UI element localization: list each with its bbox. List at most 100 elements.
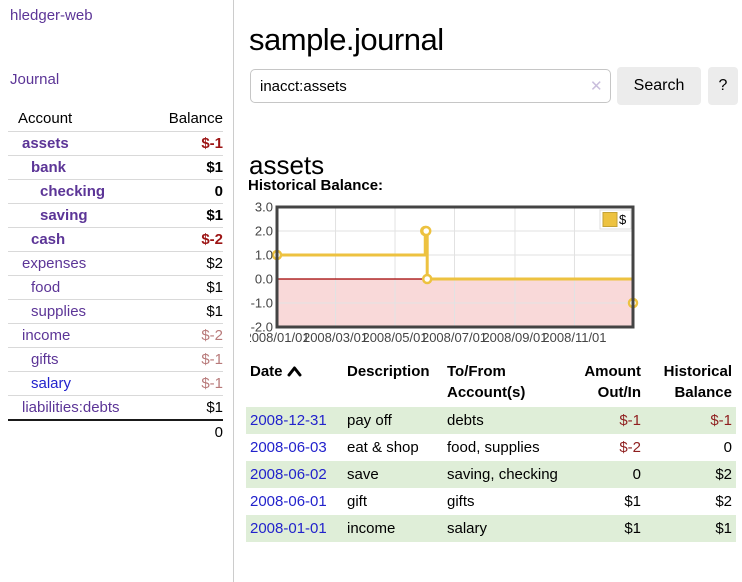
svg-text:1.0: 1.0 [255, 248, 273, 263]
account-link[interactable]: saving [40, 207, 88, 224]
account-link[interactable]: salary [31, 375, 72, 392]
account-row: cash $-2 [8, 227, 223, 252]
account-row: assets $-1 [8, 132, 223, 156]
account-link[interactable]: assets [22, 135, 69, 152]
svg-text:2008/09/01: 2008/09/01 [482, 330, 547, 345]
transaction-date-link[interactable]: 2008-06-01 [250, 493, 327, 510]
account-balance: $1 [152, 275, 223, 300]
help-button[interactable]: ? [708, 67, 738, 105]
transaction-amount: $1 [624, 520, 641, 537]
transaction-date-link[interactable]: 2008-12-31 [250, 412, 327, 429]
account-row: supplies $1 [8, 299, 223, 324]
transaction-description: save [347, 466, 379, 483]
transaction-balance: $1 [715, 520, 732, 537]
register-row: 2008-06-03 eat & shop food, supplies $-2 0 [246, 434, 736, 461]
register-header-description: Description [347, 363, 430, 380]
svg-text:-1.0: -1.0 [251, 296, 273, 311]
account-balance: $2 [152, 251, 223, 276]
transaction-amount: $1 [624, 493, 641, 510]
transaction-balance: $2 [715, 493, 732, 510]
transaction-accounts: debts [447, 412, 484, 429]
register-row: 2008-06-02 save saving, checking 0 $2 [246, 461, 736, 488]
transaction-description: pay off [347, 412, 392, 429]
accounts-total-row: 0 [8, 419, 223, 444]
account-row: expenses $2 [8, 251, 223, 276]
account-link[interactable]: income [22, 327, 71, 344]
transaction-date-link[interactable]: 2008-06-03 [250, 439, 327, 456]
accounts-table: Account Balance assets $-1 bank $1 checking 0… [8, 108, 223, 444]
transaction-accounts: food, supplies [447, 439, 540, 456]
sidebar: hledger-web Journal Account Balance asse… [0, 0, 234, 582]
transaction-amount: $-1 [619, 412, 641, 429]
chart-legend: $ [599, 209, 632, 230]
register-header-date[interactable]: Date [246, 360, 347, 407]
transaction-accounts: saving, checking [447, 466, 558, 483]
transaction-date-link[interactable]: 2008-01-01 [250, 520, 327, 537]
account-balance: $1 [152, 203, 223, 228]
svg-text:$: $ [619, 212, 627, 227]
page-title: sample.journal [249, 21, 444, 57]
register-row: 2008-01-01 income salary $1 $1 [246, 515, 736, 542]
accounts-header-balance: Balance [152, 108, 223, 132]
account-link[interactable]: food [31, 279, 61, 296]
account-link[interactable]: checking [40, 183, 106, 200]
account-row: bank $1 [8, 155, 223, 180]
register-row: 2008-12-31 pay off debts $-1 $-1 [246, 407, 736, 434]
account-balance: $-1 [152, 371, 223, 396]
account-balance: $-1 [152, 347, 223, 372]
account-row: liabilities:debts $1 [8, 395, 223, 420]
transaction-amount: 0 [632, 466, 641, 483]
chevron-up-icon [287, 366, 302, 377]
transaction-amount: $-2 [619, 439, 641, 456]
account-balance: $1 [152, 299, 223, 324]
register-header-row: Date Description To/From Account(s) Amoun… [246, 360, 736, 407]
svg-text:2008/05/01: 2008/05/01 [362, 330, 427, 345]
account-row: salary $-1 [8, 371, 223, 396]
account-row: food $1 [8, 275, 223, 300]
transaction-date-link[interactable]: 2008-06-02 [250, 466, 327, 483]
accounts-total-value: 0 [152, 419, 223, 444]
account-link[interactable]: bank [31, 159, 67, 176]
register-header-accounts: To/From Account(s) [447, 363, 526, 401]
app-title-link[interactable]: hledger-web [10, 7, 93, 24]
account-balance: $-1 [201, 135, 223, 152]
transaction-description: eat & shop [347, 439, 419, 456]
svg-text:2008/11/01: 2008/11/01 [542, 330, 606, 345]
svg-text:3.0: 3.0 [255, 200, 273, 215]
transaction-accounts: salary [447, 520, 488, 537]
svg-text:0.0: 0.0 [255, 272, 273, 287]
register-row: 2008-06-01 gift gifts $1 $2 [246, 488, 736, 515]
legend-swatch-icon [602, 212, 618, 227]
historical-balance-chart: $3.0 2.0 1.0 0.0 -1.0 -2.02008/01/012008/03/0… [250, 200, 639, 345]
account-balance: $1 [152, 155, 223, 180]
account-balance: 0 [152, 179, 223, 204]
search-input[interactable] [250, 69, 611, 103]
account-row: gifts $-1 [8, 347, 223, 372]
account-link[interactable]: expenses [22, 255, 87, 272]
account-balance: $1 [152, 395, 223, 420]
transaction-description: gift [347, 493, 368, 510]
search-button[interactable]: Search [617, 67, 701, 105]
chart-label: Historical Balance: [248, 177, 384, 194]
account-link[interactable]: cash [31, 231, 66, 248]
clear-search-icon[interactable]: ✕ [590, 78, 603, 95]
register-header-amount: Amount Out/In [584, 363, 641, 401]
transaction-balance: 0 [723, 439, 732, 456]
transaction-description: income [347, 520, 396, 537]
transaction-accounts: gifts [447, 493, 475, 510]
svg-text:2008/01/01: 2008/01/01 [250, 330, 310, 345]
account-link[interactable]: supplies [31, 303, 87, 320]
sidebar-item-journal[interactable]: Journal [10, 71, 60, 88]
register-header-historical: Historical Balance [663, 363, 732, 401]
account-heading: assets [249, 149, 325, 180]
register-table: Date Description To/From Account(s) Amoun… [246, 360, 736, 542]
svg-text:2008/03/01: 2008/03/01 [303, 330, 368, 345]
svg-text:2008/07/01: 2008/07/01 [422, 330, 487, 345]
transaction-balance: $-1 [710, 412, 732, 429]
svg-text:2.0: 2.0 [255, 224, 273, 239]
account-link[interactable]: gifts [31, 351, 59, 368]
account-row: income $-2 [8, 323, 223, 348]
account-row: saving $1 [8, 203, 223, 228]
account-link[interactable]: liabilities:debts [22, 399, 120, 416]
